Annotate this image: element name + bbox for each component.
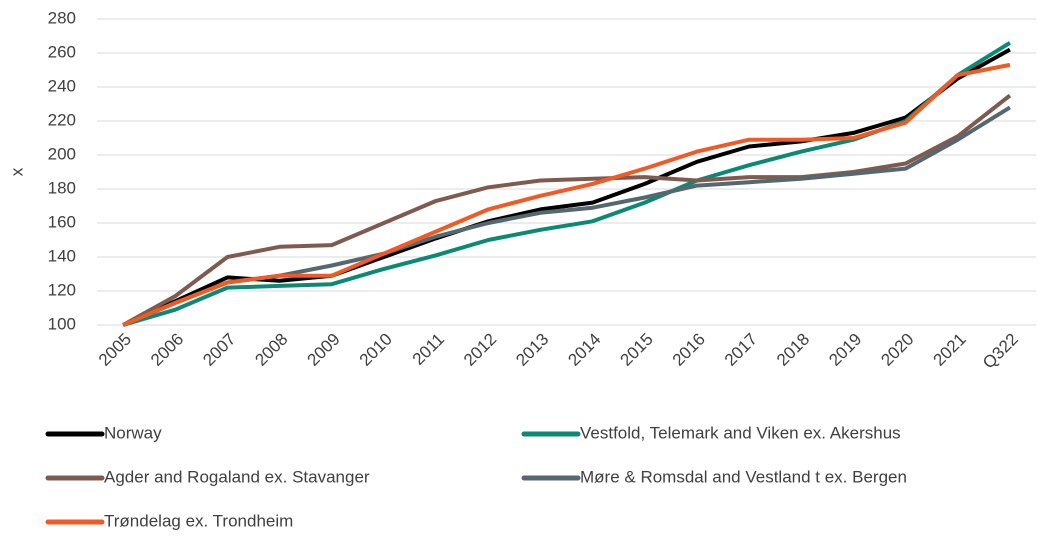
series-line <box>122 62 1011 327</box>
x-tick-label: 2017 <box>721 330 761 370</box>
legend-label: Trøndelag ex. Trondheim <box>104 511 293 530</box>
y-tick-label: 220 <box>48 110 76 129</box>
x-tick-label: 2013 <box>512 330 552 370</box>
x-tick-label: 2015 <box>617 330 657 370</box>
legend-label: Møre & Romsdal and Vestland t ex. Bergen <box>580 467 907 486</box>
legend-label: Agder and Rogaland ex. Stavanger <box>104 467 370 486</box>
x-tick-label: 2018 <box>773 330 813 370</box>
x-tick-label: 2010 <box>356 330 396 370</box>
y-tick-label: 260 <box>48 42 76 61</box>
y-axis-label: x <box>7 167 26 176</box>
series-line <box>122 105 1011 327</box>
y-tick-label: 200 <box>48 144 76 163</box>
y-tick-label: 280 <box>48 8 76 27</box>
x-tick-label: 2009 <box>304 330 344 370</box>
x-tick-label: 2005 <box>95 330 135 370</box>
y-tick-label: 120 <box>48 280 76 299</box>
y-tick-label: 160 <box>48 212 76 231</box>
series-line <box>122 41 1011 327</box>
x-tick-label: 2011 <box>409 330 448 369</box>
series-line <box>122 93 1012 327</box>
x-tick-label: 2007 <box>199 330 239 370</box>
x-tick-label: Q322 <box>979 330 1022 373</box>
x-tick-label: 2020 <box>877 330 917 370</box>
x-tick-label: 2016 <box>669 330 709 370</box>
x-tick-label: 2021 <box>930 330 970 370</box>
x-tick-label: 2008 <box>251 330 291 370</box>
legend-label: Vestfold, Telemark and Viken ex. Akershu… <box>580 423 901 442</box>
x-tick-label: 2014 <box>564 330 604 370</box>
y-tick-label: 180 <box>48 178 76 197</box>
y-tick-label: 240 <box>48 76 76 95</box>
y-tick-label: 140 <box>48 246 76 265</box>
x-tick-label: 2006 <box>147 330 187 370</box>
x-tick-label: 2012 <box>460 330 500 370</box>
legend-label: Norway <box>104 423 162 442</box>
series-line <box>122 47 1011 327</box>
y-tick-label: 100 <box>48 314 76 333</box>
x-tick-label: 2019 <box>825 330 865 370</box>
